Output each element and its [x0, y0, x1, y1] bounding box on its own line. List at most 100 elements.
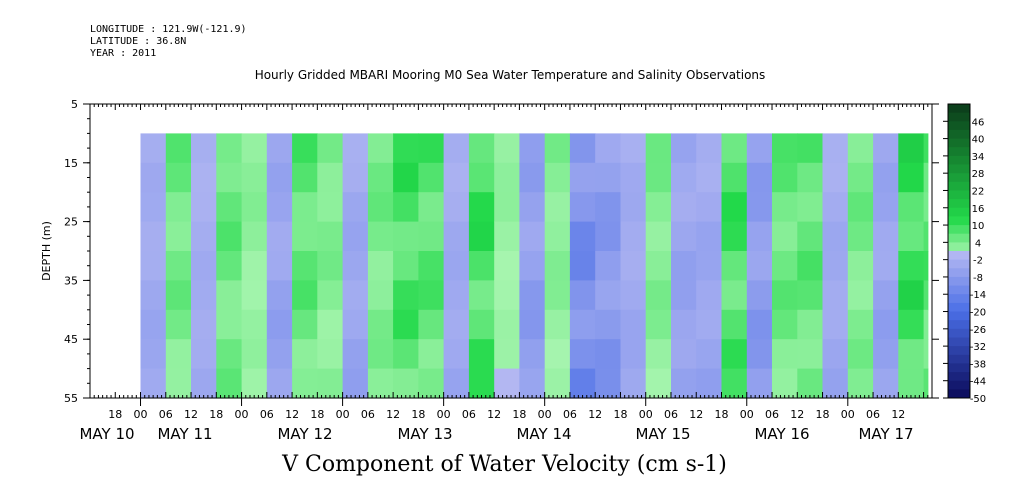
- heatmap-cell: [898, 280, 925, 311]
- heatmap-cell: [393, 368, 419, 399]
- heatmap-cell: [544, 162, 571, 193]
- x-hour-label: 18: [108, 408, 122, 421]
- heatmap-cell: [418, 339, 445, 370]
- colorbar-swatch: [948, 276, 970, 286]
- heatmap-cell: [873, 368, 899, 399]
- heatmap-cell: [923, 251, 929, 281]
- heatmap-cell: [847, 251, 874, 281]
- heatmap-cell: [519, 280, 546, 311]
- heatmap-cell: [241, 221, 268, 252]
- colorbar-label: 40: [972, 135, 985, 146]
- heatmap-cell: [191, 368, 217, 399]
- heatmap-cell: [494, 339, 521, 370]
- heatmap-cell: [822, 251, 849, 281]
- heatmap-cell: [569, 251, 596, 281]
- heatmap-cell: [443, 192, 470, 223]
- x-hour-label: 06: [361, 408, 375, 421]
- heatmap-cell: [216, 133, 243, 164]
- heatmap-cell: [266, 368, 293, 399]
- heatmap-cell: [746, 309, 773, 340]
- colorbar-swatch: [948, 147, 970, 157]
- x-hour-label: 18: [613, 408, 627, 421]
- heatmap-cell: [746, 368, 773, 399]
- y-tick-label: 35: [64, 274, 78, 287]
- heatmap-cell: [721, 309, 748, 340]
- heatmap-cell: [519, 309, 546, 340]
- x-day-label: MAY 16: [754, 425, 809, 443]
- heatmap-cell: [468, 280, 495, 311]
- heatmap-cell: [696, 133, 723, 164]
- heatmap-cell: [696, 162, 723, 193]
- heatmap-cell: [367, 192, 394, 223]
- y-tick-label: 25: [64, 216, 78, 229]
- x-hour-label: 12: [689, 408, 703, 421]
- heatmap-cell: [873, 221, 899, 252]
- heatmap-cell: [797, 162, 824, 193]
- heatmap-cell: [544, 221, 571, 252]
- heatmap-cell: [873, 192, 899, 223]
- heatmap-cell: [140, 251, 167, 281]
- heatmap-cell: [873, 133, 899, 164]
- heatmap-cell: [241, 251, 268, 281]
- heatmap-cell: [519, 133, 546, 164]
- heatmap-cell: [797, 221, 824, 252]
- heatmap-cell: [140, 192, 167, 223]
- colorbar-swatch: [948, 320, 970, 330]
- heatmap-cell: [847, 280, 874, 311]
- heatmap-cell: [847, 339, 874, 370]
- x-hour-label: 06: [159, 408, 173, 421]
- heatmap-cell: [595, 251, 622, 281]
- longitude-label: LONGITUDE : 121.9W(-121.9): [90, 24, 247, 35]
- heatmap-cell: [317, 162, 344, 193]
- heatmap-cell: [165, 251, 192, 281]
- x-day-label: MAY 15: [635, 425, 690, 443]
- heatmap-cell: [746, 162, 773, 193]
- heatmap-cell: [241, 162, 268, 193]
- heatmap-cell: [696, 368, 723, 399]
- x-hour-label: 18: [209, 408, 223, 421]
- heatmap-cell: [746, 280, 773, 311]
- latitude-label: LATITUDE : 36.8N: [90, 36, 187, 47]
- heatmap-cell: [797, 309, 824, 340]
- colorbar-swatch: [948, 190, 970, 200]
- heatmap-cell: [266, 309, 293, 340]
- heatmap-cell: [494, 133, 521, 164]
- heatmap-cell: [241, 192, 268, 223]
- heatmap-cell: [772, 251, 798, 281]
- heatmap-cell: [241, 133, 268, 164]
- heatmap-cell: [418, 192, 445, 223]
- colorbar-frame: [947, 103, 971, 399]
- heatmap-cell: [418, 133, 445, 164]
- heatmap-cell: [898, 133, 925, 164]
- heatmap-cell: [292, 280, 318, 311]
- heatmap-cell: [494, 368, 521, 399]
- heatmap-cell: [923, 280, 929, 311]
- colorbar-swatch: [948, 104, 970, 114]
- x-hour-label: 06: [664, 408, 678, 421]
- heatmap-cell: [847, 221, 874, 252]
- heatmap-cell: [822, 280, 849, 311]
- heatmap-cell: [898, 251, 925, 281]
- heatmap-cell: [418, 309, 445, 340]
- heatmap-cell: [721, 339, 748, 370]
- heatmap-cell: [671, 221, 697, 252]
- colorbar-label: 22: [972, 186, 985, 197]
- y-tick-label: 45: [64, 333, 78, 346]
- heatmap-cell: [342, 368, 369, 399]
- heatmap-cell: [645, 309, 672, 340]
- heatmap-cell: [342, 133, 369, 164]
- heatmap-cell: [393, 133, 419, 164]
- heatmap-cell: [873, 251, 899, 281]
- colorbar-swatch: [948, 225, 970, 235]
- heatmap-cell: [191, 309, 217, 340]
- colorbar-swatch: [948, 380, 970, 390]
- heatmap-cell: [620, 280, 647, 311]
- heatmap-cell: [569, 309, 596, 340]
- heatmap-cell: [165, 221, 192, 252]
- heatmap-cell: [468, 309, 495, 340]
- colorbar-swatch: [948, 164, 970, 174]
- x-day-label: MAY 13: [397, 425, 452, 443]
- colorbar-swatch: [948, 268, 970, 278]
- heatmap-cell: [393, 280, 419, 311]
- heatmap-cell: [822, 221, 849, 252]
